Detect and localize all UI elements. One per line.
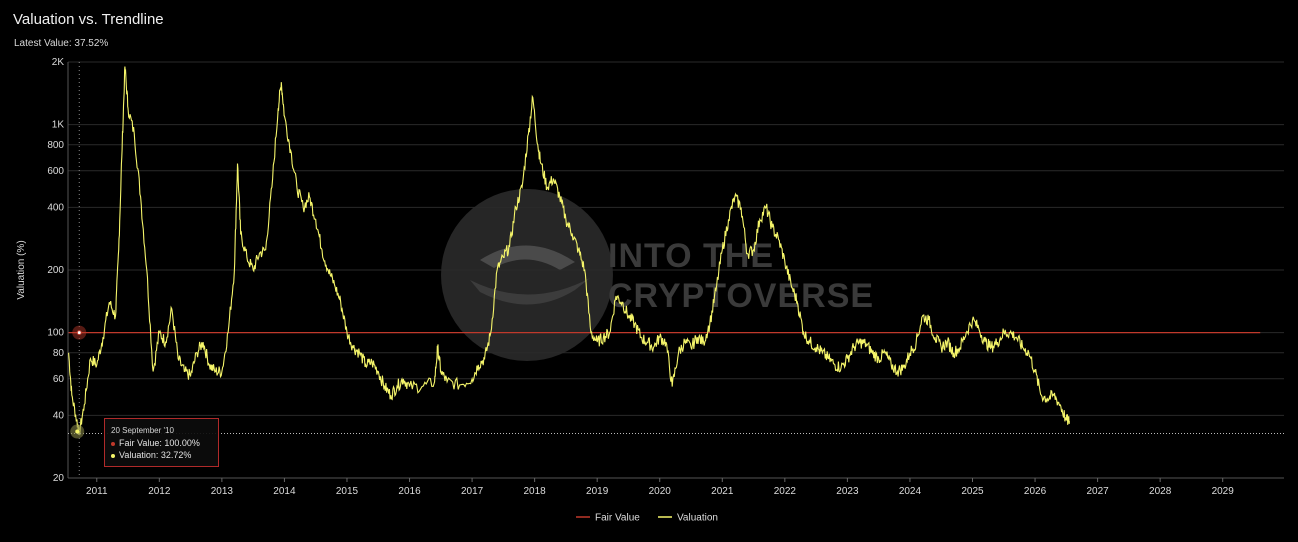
x-tick-label: 2020 bbox=[649, 486, 672, 497]
y-tick-label: 100 bbox=[47, 328, 64, 339]
x-tick-label: 2025 bbox=[961, 486, 984, 497]
y-tick-label: 800 bbox=[47, 140, 64, 151]
x-tick-label: 2029 bbox=[1212, 486, 1235, 497]
x-tick-label: 2011 bbox=[86, 486, 108, 497]
x-tick-label: 2023 bbox=[836, 486, 859, 497]
watermark-circle bbox=[441, 189, 613, 361]
fair-value-marker bbox=[76, 330, 82, 336]
y-tick-label: 80 bbox=[53, 348, 65, 359]
series-layer bbox=[68, 66, 1261, 436]
tooltip-valuation: Valuation: 32.72% bbox=[111, 450, 191, 460]
crosshair bbox=[68, 62, 1284, 478]
grid-lines bbox=[68, 61, 1284, 479]
axes: 20 40 60 80 100 200 400 600 800 1K 2K 2011 2012 2013 2… bbox=[47, 57, 1284, 497]
x-tick-label: 2018 bbox=[524, 486, 547, 497]
legend-item-label[interactable]: Fair Value bbox=[595, 513, 640, 524]
legend-item-label[interactable]: Valuation bbox=[677, 513, 718, 524]
x-tick-label: 2012 bbox=[148, 486, 171, 497]
x-tick-label: 2026 bbox=[1024, 486, 1047, 497]
tooltip-valuation-text: Valuation: 32.72% bbox=[119, 450, 192, 460]
x-tick-label: 2021 bbox=[711, 486, 734, 497]
tooltip-fair-value: Fair Value: 100.00% bbox=[111, 438, 200, 448]
y-tick-label: 1K bbox=[52, 120, 65, 131]
y-tick-label: 400 bbox=[47, 202, 64, 213]
valuation-series-line bbox=[68, 66, 1070, 436]
y-tick-label: 60 bbox=[53, 374, 65, 385]
watermark-logo: INTO THE CRYPTOVERSE bbox=[441, 189, 874, 361]
y-tick-label: 600 bbox=[47, 166, 64, 177]
latest-value: Latest Value: 37.52% bbox=[14, 38, 109, 49]
x-tick-label: 2028 bbox=[1149, 486, 1172, 497]
x-tick-label: 2022 bbox=[774, 486, 797, 497]
x-tick-label: 2024 bbox=[899, 486, 922, 497]
x-tick-label: 2013 bbox=[211, 486, 234, 497]
hover-tooltip: 20 September '10 Fair Value: 100.00% Val… bbox=[104, 418, 219, 467]
watermark-swoosh bbox=[480, 245, 575, 270]
y-axis-label: Valuation (%) bbox=[16, 240, 27, 299]
tooltip-fair-value-text: Fair Value: 100.00% bbox=[119, 438, 200, 448]
y-tick-label: 200 bbox=[47, 265, 64, 276]
y-tick-label: 40 bbox=[53, 410, 65, 421]
tooltip-date: 20 September '10 bbox=[111, 426, 174, 435]
legend[interactable]: Fair Value Valuation bbox=[576, 513, 718, 524]
y-tick-label: 20 bbox=[53, 473, 65, 484]
x-tick-label: 2027 bbox=[1086, 486, 1109, 497]
y-tick-label: 2K bbox=[52, 57, 65, 68]
valuation-dot bbox=[111, 453, 115, 458]
x-tick-label: 2014 bbox=[273, 486, 296, 497]
chart-title: Valuation vs. Trendline bbox=[13, 11, 164, 28]
x-tick-label: 2015 bbox=[336, 486, 359, 497]
watermark-swoosh-lower bbox=[470, 278, 590, 305]
x-tick-label: 2019 bbox=[586, 486, 609, 497]
watermark-line2: CRYPTOVERSE bbox=[608, 277, 874, 315]
x-tick-label: 2017 bbox=[461, 486, 484, 497]
x-tick-label: 2016 bbox=[398, 486, 421, 497]
fair-value-dot bbox=[111, 441, 115, 446]
valuation-marker bbox=[75, 429, 80, 434]
